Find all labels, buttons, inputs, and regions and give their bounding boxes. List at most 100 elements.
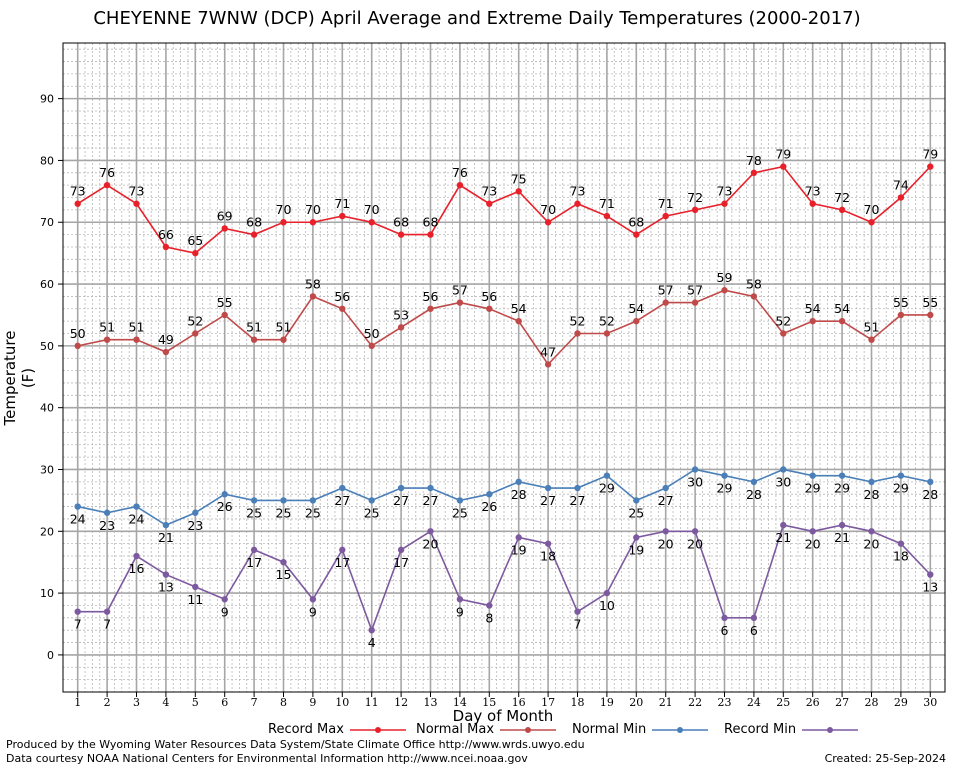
- data-label-record-max: 68: [246, 215, 262, 230]
- data-label-normal-min: 24: [70, 512, 86, 527]
- data-label-record-max: 73: [129, 184, 145, 199]
- data-point-normal-max: [221, 311, 228, 319]
- data-point-record-min: [809, 528, 816, 535]
- data-point-record-min: [838, 521, 846, 529]
- data-point-record-max: [780, 163, 787, 170]
- data-point-normal-max: [103, 336, 111, 343]
- data-label-record-max: 72: [834, 190, 850, 205]
- data-point-record-max: [74, 200, 81, 207]
- data-point-record-min: [486, 602, 493, 609]
- data-point-normal-max: [780, 330, 787, 337]
- data-label-record-min: 11: [187, 592, 203, 607]
- data-point-normal-min: [515, 478, 522, 486]
- data-point-normal-min: [897, 472, 905, 479]
- data-point-record-max: [456, 181, 464, 189]
- data-label-record-max: 73: [717, 184, 733, 199]
- data-point-record-max: [603, 212, 611, 220]
- legend-normal-min-swatch: [652, 726, 709, 733]
- data-label-record-min: 18: [540, 549, 556, 564]
- legend-normal-max-label: Normal Max: [416, 722, 495, 737]
- data-point-record-min: [427, 528, 434, 535]
- data-point-normal-min: [691, 466, 699, 473]
- data-point-normal-min: [603, 472, 611, 479]
- y-tick-label: 80: [40, 154, 54, 167]
- data-label-normal-max: 56: [423, 289, 439, 304]
- data-label-normal-max: 54: [628, 301, 644, 316]
- data-label-normal-min: 24: [129, 512, 145, 527]
- data-point-record-min: [691, 528, 699, 535]
- data-point-normal-max: [250, 336, 258, 343]
- data-label-record-min: 13: [158, 580, 174, 595]
- data-label-record-min: 20: [864, 536, 880, 551]
- series-line-normal-max: [77, 289, 931, 366]
- data-label-record-min: 9: [456, 604, 464, 619]
- x-tick-label: 16: [512, 696, 526, 709]
- data-label-record-min: 17: [246, 555, 262, 570]
- data-label-normal-min: 28: [864, 487, 880, 502]
- data-point-normal-min: [927, 478, 934, 486]
- data-label-normal-min: 26: [481, 499, 497, 514]
- data-point-normal-max: [339, 305, 346, 312]
- y-tick-label: 60: [40, 278, 54, 291]
- x-tick-label: 19: [600, 696, 614, 709]
- data-point-record-max: [486, 200, 493, 207]
- x-tick-label: 2: [104, 696, 111, 709]
- data-point-record-min: [544, 540, 552, 547]
- data-label-normal-max: 53: [393, 307, 409, 322]
- data-point-normal-min: [250, 497, 258, 504]
- data-label-record-min: 6: [721, 623, 729, 638]
- data-label-record-min: 10: [599, 598, 615, 613]
- data-point-record-max: [927, 163, 934, 170]
- data-point-record-min: [780, 521, 787, 529]
- data-label-normal-min: 30: [775, 474, 791, 489]
- data-label-record-max: 79: [922, 147, 938, 162]
- data-point-record-max: [515, 188, 522, 195]
- data-label-normal-max: 54: [834, 301, 850, 316]
- data-point-normal-min: [633, 497, 640, 504]
- data-label-normal-min: 25: [305, 505, 321, 520]
- data-label-normal-max: 51: [246, 320, 262, 335]
- data-label-normal-max: 49: [158, 332, 174, 347]
- data-point-normal-max: [397, 324, 405, 331]
- data-label-record-max: 70: [864, 202, 880, 217]
- data-point-record-min: [574, 608, 581, 615]
- data-point-record-max: [221, 225, 228, 232]
- x-tick-label: 30: [923, 696, 937, 709]
- legend-record-min-label: Record Min: [724, 722, 797, 737]
- data-label-normal-min: 29: [834, 481, 850, 496]
- data-point-record-max: [633, 231, 640, 238]
- y-tick-label: 30: [40, 463, 54, 476]
- data-point-record-max: [162, 243, 170, 251]
- data-point-normal-min: [544, 484, 552, 492]
- legend-normal-max: Normal Max: [416, 722, 557, 737]
- data-point-record-min: [368, 626, 375, 634]
- data-point-record-max: [250, 231, 258, 238]
- data-label-normal-min: 29: [599, 481, 615, 496]
- y-tick-label: 0: [47, 649, 54, 662]
- data-label-record-max: 78: [746, 153, 762, 168]
- data-point-normal-min: [427, 484, 434, 492]
- data-label-normal-min: 27: [658, 493, 674, 508]
- data-point-record-min: [133, 552, 140, 560]
- data-label-normal-min: 23: [187, 518, 203, 533]
- x-tick-label: 23: [718, 696, 732, 709]
- x-tick-label: 8: [280, 696, 287, 709]
- data-label-normal-min: 28: [746, 487, 762, 502]
- data-point-record-min: [309, 596, 317, 603]
- data-point-record-min: [721, 614, 728, 622]
- y-tick-label: 50: [40, 340, 54, 353]
- legend-record-max: Record Max: [268, 722, 406, 737]
- data-label-normal-min: 25: [452, 505, 468, 520]
- data-point-record-max: [133, 200, 140, 207]
- data-point-record-max: [868, 219, 875, 226]
- data-label-record-max: 68: [393, 215, 409, 230]
- minor-grid: [63, 43, 945, 693]
- data-point-record-max: [309, 219, 317, 226]
- data-point-normal-min: [133, 503, 140, 510]
- data-point-record-max: [691, 206, 699, 214]
- footer-created: Created: 25-Sep-2024: [824, 752, 946, 765]
- data-label-normal-max: 51: [864, 320, 880, 335]
- data-label-record-max: 66: [158, 227, 174, 242]
- data-point-normal-max: [809, 317, 816, 325]
- data-label-record-max: 65: [187, 233, 203, 248]
